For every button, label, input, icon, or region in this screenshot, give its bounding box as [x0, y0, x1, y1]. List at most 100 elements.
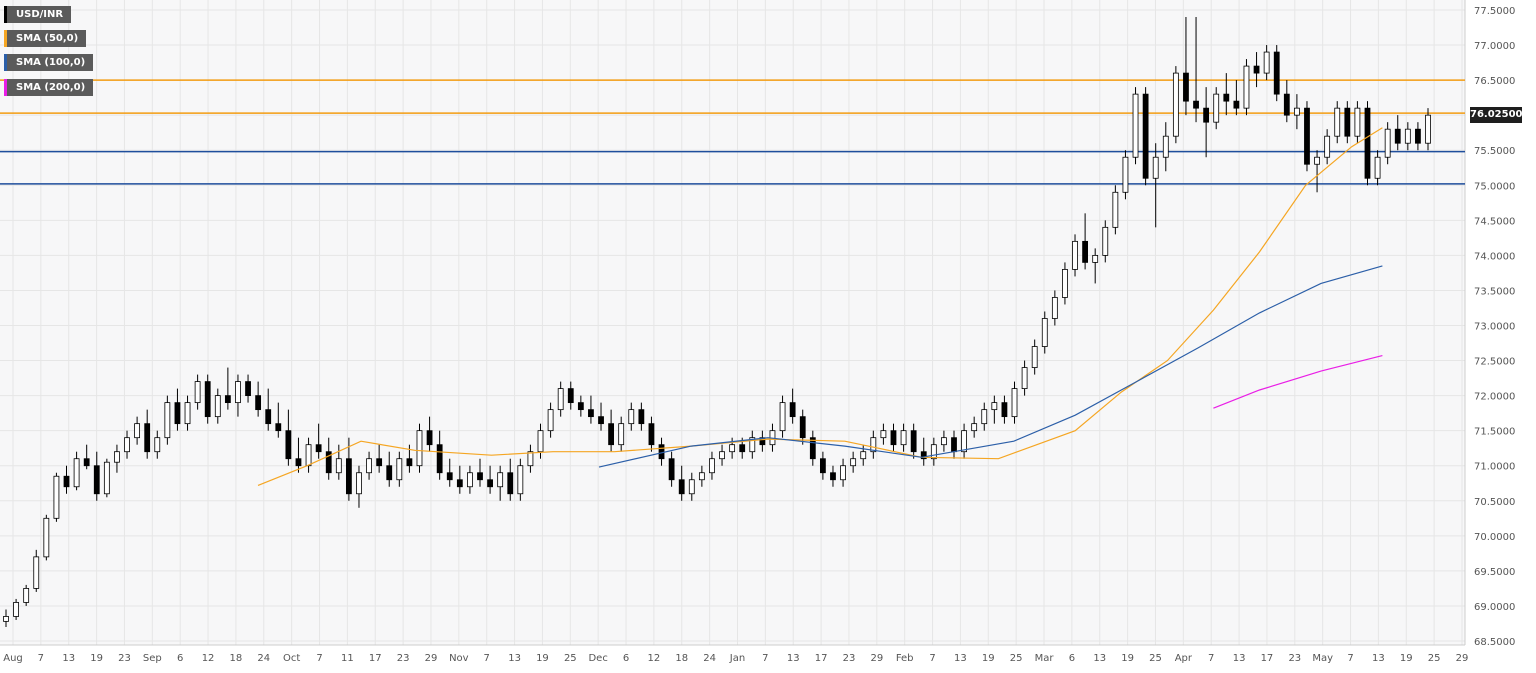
candle-body: [13, 602, 19, 617]
candle-body: [961, 430, 967, 453]
y-tick-label: 77.5000: [1474, 6, 1515, 17]
x-tick-label: 7: [316, 653, 322, 664]
candle-body: [386, 465, 393, 481]
x-tick-label: 7: [762, 653, 768, 664]
candle-body: [981, 409, 988, 425]
candle-body: [1193, 100, 1199, 109]
x-tick-label: 11: [341, 653, 354, 664]
candle-body: [103, 461, 110, 495]
x-tick-label: Apr: [1175, 653, 1193, 664]
legend-label: USD/INR: [16, 9, 64, 20]
candle-body: [1062, 269, 1068, 298]
candle-body: [799, 416, 806, 439]
candle-body: [245, 381, 251, 397]
candle-body: [154, 437, 161, 453]
candle-body: [688, 479, 695, 495]
candle-body: [648, 423, 655, 446]
candle-body: [1304, 107, 1310, 165]
candle-body: [779, 402, 786, 432]
x-tick-label: 13: [954, 653, 967, 664]
candle-body: [1354, 107, 1361, 137]
candle-body: [164, 402, 171, 439]
candle-body: [1132, 93, 1139, 158]
candle-body: [275, 423, 282, 432]
candle-body: [366, 458, 372, 474]
candle-body: [557, 388, 564, 411]
candle-body: [1112, 191, 1119, 228]
x-tick-label: 23: [1288, 653, 1301, 664]
x-tick-label: 13: [508, 653, 521, 664]
candle-body: [295, 458, 302, 467]
x-tick-label: 12: [202, 653, 215, 664]
x-tick-label: 6: [1069, 653, 1075, 664]
candle-body: [1233, 100, 1240, 109]
candle-body: [1001, 402, 1008, 418]
candle-body: [608, 423, 615, 446]
x-tick-label: 13: [1233, 653, 1246, 664]
candle-body: [567, 388, 574, 404]
candle-body: [507, 472, 514, 495]
current-price-label: 76.02500: [1470, 107, 1523, 123]
candle-body: [235, 381, 241, 404]
candle-body: [315, 444, 322, 453]
candle-body: [678, 479, 685, 495]
x-tick-label: 18: [675, 653, 688, 664]
x-tick-label: Aug: [3, 653, 23, 664]
candle-body: [73, 458, 80, 488]
candle-body: [23, 588, 30, 603]
candle-body: [1404, 128, 1411, 144]
candle-body: [698, 472, 705, 481]
x-tick-label: Oct: [283, 653, 300, 664]
candle-body: [739, 444, 746, 453]
x-tick-label: 19: [90, 653, 103, 664]
candle-body: [729, 444, 736, 453]
candle-body: [335, 458, 342, 474]
sma200-line: [1213, 355, 1383, 409]
candle-body: [618, 423, 625, 446]
x-tick-label: 24: [257, 653, 270, 664]
candle-body: [547, 409, 554, 432]
x-tick-label: 17: [815, 653, 828, 664]
y-tick-label: 75.5000: [1474, 146, 1515, 157]
plot-area: [0, 0, 1465, 645]
x-tick-label: 29: [425, 653, 438, 664]
x-tick-label: 17: [369, 653, 382, 664]
x-tick-label: 25: [1149, 653, 1162, 664]
candle-body: [759, 437, 766, 446]
candle-body: [1152, 156, 1159, 179]
x-tick-label: Nov: [449, 653, 469, 664]
y-tick-label: 70.0000: [1474, 532, 1515, 543]
candle-body: [517, 465, 524, 495]
candle-body: [830, 472, 836, 481]
x-tick-label: 24: [703, 653, 716, 664]
candle-body: [1122, 156, 1129, 193]
candle-body: [497, 472, 504, 488]
candle-body: [789, 402, 796, 418]
candle-body: [930, 444, 937, 460]
x-tick-label: 23: [843, 653, 856, 664]
x-tick-label: Jan: [729, 653, 745, 664]
x-tick-label: 19: [1400, 653, 1413, 664]
candle-body: [1374, 156, 1381, 179]
candle-body: [991, 402, 998, 411]
candle-body: [709, 458, 715, 474]
x-tick-label: 6: [177, 653, 183, 664]
x-tick-label: 13: [1093, 653, 1106, 664]
candle-body: [184, 402, 191, 425]
candle-body: [487, 479, 493, 488]
x-tick-label: May: [1312, 653, 1333, 664]
candle-body: [285, 430, 292, 460]
y-tick-label: 69.5000: [1474, 567, 1515, 578]
y-tick-label: 70.5000: [1474, 497, 1515, 508]
legend-item-sma200: SMA (200,0): [4, 79, 94, 96]
candle-body: [1344, 107, 1351, 137]
candle-body: [870, 437, 877, 453]
candle-body: [1011, 388, 1018, 418]
legend-swatch: [4, 6, 7, 23]
candle-body: [356, 472, 362, 495]
candle-body: [1334, 107, 1341, 137]
candle-body: [809, 437, 816, 460]
legend-item-sma50: SMA (50,0): [4, 30, 87, 47]
